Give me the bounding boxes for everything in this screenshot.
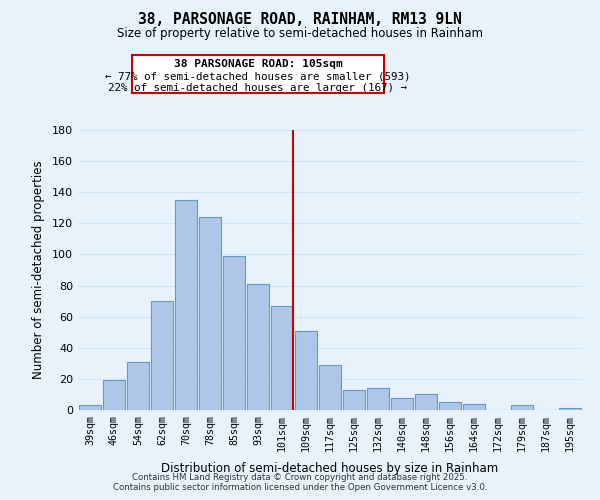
Text: 38, PARSONAGE ROAD, RAINHAM, RM13 9LN: 38, PARSONAGE ROAD, RAINHAM, RM13 9LN	[138, 12, 462, 28]
Text: ← 77% of semi-detached houses are smaller (593): ← 77% of semi-detached houses are smalle…	[105, 72, 411, 82]
Bar	[247, 284, 269, 410]
X-axis label: Distribution of semi-detached houses by size in Rainham: Distribution of semi-detached houses by …	[161, 462, 499, 475]
Y-axis label: Number of semi-detached properties: Number of semi-detached properties	[32, 160, 45, 380]
Bar	[463, 404, 485, 410]
Bar	[343, 390, 365, 410]
Text: Size of property relative to semi-detached houses in Rainham: Size of property relative to semi-detach…	[117, 28, 483, 40]
Bar	[271, 306, 293, 410]
Bar	[511, 406, 533, 410]
Bar	[223, 256, 245, 410]
Bar	[127, 362, 149, 410]
Bar	[439, 402, 461, 410]
Bar	[367, 388, 389, 410]
Bar	[391, 398, 413, 410]
Bar	[79, 406, 101, 410]
Bar	[199, 217, 221, 410]
Bar	[103, 380, 125, 410]
Bar	[151, 301, 173, 410]
Bar	[415, 394, 437, 410]
Bar	[295, 330, 317, 410]
Bar	[559, 408, 581, 410]
Bar	[319, 365, 341, 410]
Text: 22% of semi-detached houses are larger (167) →: 22% of semi-detached houses are larger (…	[109, 82, 407, 92]
Text: Contains public sector information licensed under the Open Government Licence v3: Contains public sector information licen…	[113, 484, 487, 492]
Bar	[175, 200, 197, 410]
Text: 38 PARSONAGE ROAD: 105sqm: 38 PARSONAGE ROAD: 105sqm	[173, 59, 343, 69]
Text: Contains HM Land Registry data © Crown copyright and database right 2025.: Contains HM Land Registry data © Crown c…	[132, 472, 468, 482]
